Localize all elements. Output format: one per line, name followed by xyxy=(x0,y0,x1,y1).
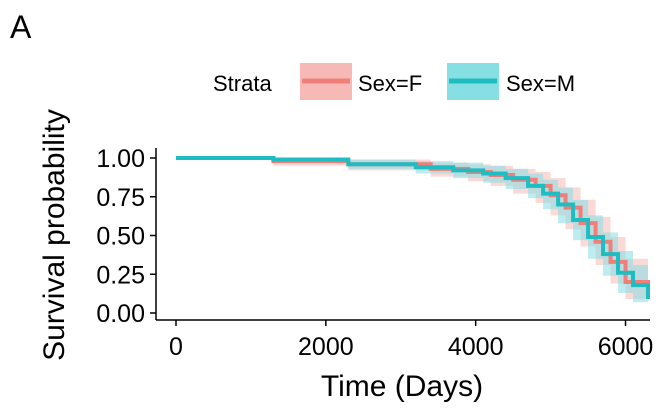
y-axis-label: Survival probability xyxy=(38,109,71,361)
legend: Strata Sex=F Sex=M xyxy=(213,63,575,100)
confidence-band-sex-m xyxy=(176,158,648,310)
y-tick-label: 0.00 xyxy=(96,300,145,328)
x-tick-label: 6000 xyxy=(598,333,654,361)
legend-title: Strata xyxy=(213,71,272,96)
x-tick-label: 0 xyxy=(169,333,183,361)
x-tick-label: 4000 xyxy=(448,333,504,361)
y-axis-ticks: 0.00 0.25 0.50 0.75 1.00 xyxy=(96,145,156,328)
legend-label-sex-m: Sex=M xyxy=(506,71,575,96)
y-tick-label: 0.50 xyxy=(96,223,145,251)
panel-label: A xyxy=(10,9,32,45)
survival-curves xyxy=(176,156,650,300)
x-axis-ticks: 0 2000 4000 6000 xyxy=(169,320,653,361)
y-tick-label: 0.75 xyxy=(96,184,145,212)
y-tick-label: 0.25 xyxy=(96,261,145,289)
legend-label-sex-f: Sex=F xyxy=(358,71,422,96)
confidence-bands xyxy=(176,158,648,310)
x-axis-label: Time (Days) xyxy=(321,370,483,403)
survival-curve-sex-m xyxy=(176,156,650,300)
x-tick-label: 2000 xyxy=(298,333,354,361)
y-tick-label: 1.00 xyxy=(96,145,145,173)
